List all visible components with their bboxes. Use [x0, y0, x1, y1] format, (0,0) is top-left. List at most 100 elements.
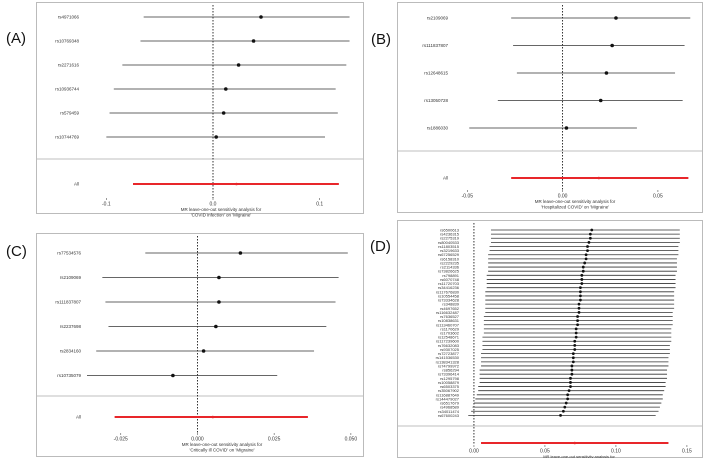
estimate-point — [171, 373, 175, 378]
x-axis-label-line: 'COVID infection' on 'Migraine' — [191, 213, 252, 218]
estimate-point — [259, 15, 263, 19]
snp-label: rs6517679 — [440, 401, 460, 406]
snp-label: rs7636527 — [440, 314, 460, 319]
snp-label: rs34011474 — [438, 409, 460, 414]
snp-label: rs73396414 — [438, 372, 460, 377]
x-tick-label: -0.025 — [114, 437, 128, 443]
snp-label: rs10554458 — [438, 293, 460, 298]
snp-label: rs6503375 — [440, 384, 460, 389]
estimate-point — [251, 39, 256, 43]
estimate-point — [569, 381, 572, 384]
estimate-point — [577, 306, 581, 310]
snp-label: rs144479027 — [436, 396, 460, 401]
x-tick-label: 0.15 — [682, 449, 692, 455]
overall-label: All — [74, 182, 79, 187]
snp-label: rs111837807 — [55, 300, 81, 305]
snp-label: rs10058879 — [438, 380, 460, 385]
snp-label: rs67600243 — [438, 413, 460, 418]
estimate-point — [584, 253, 588, 257]
estimate-point — [588, 232, 592, 236]
estimate-point — [574, 331, 578, 335]
overall-label: All — [443, 176, 448, 181]
estimate-point — [604, 71, 609, 75]
estimate-point — [567, 389, 571, 393]
snp-label: rs10936744 — [55, 87, 79, 92]
x-axis-label: MR leave-one-out sensitivity analysis fo… — [181, 207, 262, 218]
estimate-point — [579, 294, 582, 298]
snp-label: rs116887649 — [436, 392, 460, 397]
snp-label: rs11803515 — [438, 244, 460, 249]
x-axis-label: MR leave-one-out sensitivity analysis fo… — [182, 442, 263, 453]
x-tick-label: 0.00 — [469, 449, 479, 455]
estimate-point — [236, 63, 241, 67]
estimate-point — [580, 282, 584, 285]
snp-label: rs3219633 — [440, 248, 460, 253]
estimate-point — [573, 339, 577, 343]
x-tick-label: 0.05 — [653, 194, 663, 200]
estimate-point — [570, 372, 574, 376]
x-tick-label: 0.025 — [268, 437, 281, 443]
snp-label: rs10735079 — [57, 373, 81, 378]
snp-label: rs34416236 — [438, 285, 460, 290]
snp-label: rs12548671 — [438, 335, 460, 340]
snp-label: rs2237698 — [60, 324, 82, 329]
snp-label: rs6500613 — [440, 228, 460, 233]
snp-label: rs12648615 — [424, 71, 448, 76]
snp-label: rs73826625 — [438, 269, 460, 274]
estimate-point — [588, 236, 592, 240]
estimate-point — [610, 43, 614, 48]
snp-label: rs35067902 — [438, 388, 460, 393]
snp-label: rs77534576 — [57, 251, 81, 256]
panel-b-label: (B) — [371, 31, 391, 48]
estimate-point — [571, 352, 575, 355]
estimate-point — [576, 323, 579, 327]
x-axis-label-line: MR leave-one-out sensitivity analysis fo… — [182, 442, 263, 447]
x-tick-label: 0.1 — [316, 202, 323, 208]
estimate-point — [586, 249, 589, 252]
x-tick-label: -0.1 — [102, 202, 111, 208]
x-tick-label: 0.05 — [540, 449, 550, 455]
estimate-point — [573, 348, 577, 351]
forest-plot-a-svg: rs4971066 rs10769348 rs2271616 rs10936744 rs… — [37, 5, 363, 218]
x-tick-label: 0.000 — [191, 437, 204, 443]
snp-label: rs73334628 — [438, 298, 460, 303]
estimate-point — [221, 111, 226, 115]
estimate-point — [217, 275, 221, 280]
x-axis-label: MR leave-one-out sensitivity analysis fo… — [543, 454, 615, 458]
estimate-point — [577, 311, 581, 314]
estimate-point — [579, 290, 582, 294]
estimate-point — [577, 302, 581, 306]
estimate-point — [561, 409, 565, 413]
estimate-point — [238, 251, 243, 255]
snp-label: rs111837807 — [422, 43, 448, 48]
x-tick-label: 0.10 — [611, 449, 621, 455]
snp-label: rs798891 — [442, 273, 459, 278]
snp-label: rs4971066 — [58, 15, 80, 20]
estimate-point — [571, 356, 575, 360]
forest-plot-d-svg: rs6500613rs4236315rs2275319rs80040533rs1… — [398, 223, 702, 458]
snp-label: rs1295798 — [440, 376, 460, 381]
estimate-point — [214, 135, 218, 139]
estimate-point — [583, 261, 587, 265]
snp-label: rs6158310 — [440, 256, 460, 261]
estimate-point — [579, 298, 582, 302]
estimate-point — [224, 87, 228, 91]
snp-label: rs141536530 — [436, 355, 460, 360]
snp-label: rs113460707 — [436, 322, 460, 327]
forest-plot-d: rs6500613 rs4236315 rs2275319 rs80040533 rs1… — [397, 220, 703, 458]
snp-label: rs67256529 — [438, 252, 460, 257]
snp-label: rs76632083 — [438, 343, 460, 348]
estimate-point — [564, 126, 569, 130]
estimate-point — [590, 228, 594, 232]
x-tick-label: 0.0 — [210, 202, 217, 208]
snp-label: rs348839 — [442, 302, 459, 307]
estimate-point — [584, 257, 588, 261]
x-axis-label-line: 'Critically ill COVID' on 'Migraine' — [190, 448, 255, 453]
x-tick-label: -0.05 — [462, 194, 474, 200]
estimate-point — [570, 364, 574, 368]
estimate-point — [581, 269, 585, 273]
snp-label: rs9307025 — [440, 347, 460, 352]
estimate-point — [571, 360, 575, 364]
estimate-point — [580, 278, 584, 281]
forest-plot-c: rs77534576 rs2109069 rs111837807 rs2237698 r… — [36, 233, 364, 457]
